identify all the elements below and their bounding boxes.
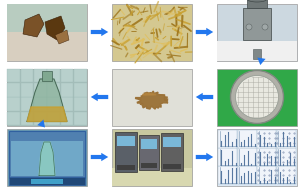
Polygon shape — [45, 16, 65, 40]
FancyArrowPatch shape — [196, 93, 213, 101]
Bar — [257, 130, 276, 148]
Bar — [163, 164, 181, 169]
Bar — [7, 97, 20, 111]
Bar — [60, 97, 73, 111]
Bar — [74, 69, 87, 82]
FancyArrowPatch shape — [196, 28, 213, 36]
Bar — [11, 140, 83, 176]
Bar — [7, 68, 87, 125]
Polygon shape — [23, 14, 44, 37]
FancyArrowPatch shape — [37, 120, 45, 128]
Bar — [21, 83, 33, 97]
Bar — [60, 69, 73, 82]
Bar — [47, 83, 60, 97]
Circle shape — [230, 70, 284, 123]
Polygon shape — [39, 142, 55, 176]
Bar — [47, 97, 60, 111]
Bar — [34, 97, 47, 111]
Bar — [277, 148, 296, 166]
Bar — [257, 167, 276, 184]
Polygon shape — [27, 107, 67, 122]
Bar — [74, 97, 87, 111]
FancyArrowPatch shape — [91, 93, 108, 101]
Polygon shape — [136, 91, 168, 109]
Bar — [161, 133, 183, 171]
Bar — [217, 4, 297, 60]
Polygon shape — [143, 93, 156, 95]
Bar — [117, 165, 135, 170]
Bar — [34, 69, 47, 82]
Bar — [217, 129, 297, 185]
Bar — [21, 112, 33, 125]
Bar — [74, 112, 87, 125]
Polygon shape — [55, 30, 69, 44]
Bar — [7, 4, 87, 32]
FancyArrowPatch shape — [91, 153, 108, 161]
Bar — [257, 148, 276, 166]
Circle shape — [262, 24, 268, 30]
Bar — [34, 83, 47, 97]
Bar — [7, 83, 20, 97]
Bar — [112, 4, 192, 60]
Bar — [139, 135, 159, 170]
Bar — [238, 148, 257, 166]
Bar — [117, 136, 135, 146]
Bar — [21, 97, 33, 111]
FancyArrowPatch shape — [91, 28, 108, 36]
Bar — [238, 130, 257, 148]
Bar — [112, 68, 192, 125]
Bar — [112, 129, 192, 185]
Bar — [60, 83, 73, 97]
Bar — [7, 129, 87, 185]
Bar — [277, 167, 296, 184]
Bar — [112, 168, 192, 185]
Bar — [247, 0, 267, 8]
Bar — [31, 178, 63, 184]
Bar — [42, 71, 52, 81]
Bar — [47, 69, 60, 82]
Ellipse shape — [247, 0, 267, 2]
Bar — [7, 69, 20, 82]
Bar — [60, 112, 73, 125]
Bar — [141, 139, 157, 149]
Bar — [217, 41, 297, 60]
Bar — [9, 177, 85, 184]
Bar — [163, 137, 181, 147]
Bar — [21, 69, 33, 82]
Bar — [253, 49, 261, 59]
Bar — [243, 8, 271, 40]
Bar — [218, 130, 237, 148]
Bar — [141, 163, 157, 167]
Bar — [218, 148, 237, 166]
Bar — [74, 83, 87, 97]
Bar — [9, 130, 85, 177]
Bar — [47, 112, 60, 125]
Circle shape — [246, 24, 252, 30]
Bar — [217, 68, 297, 125]
Bar — [218, 167, 237, 184]
Bar — [115, 132, 137, 172]
Bar — [34, 112, 47, 125]
Circle shape — [236, 75, 278, 119]
FancyArrowPatch shape — [196, 153, 213, 161]
Bar — [7, 112, 20, 125]
Bar — [238, 167, 257, 184]
Polygon shape — [27, 79, 67, 122]
Bar — [7, 4, 87, 60]
Bar — [277, 130, 296, 148]
Bar — [7, 32, 87, 60]
FancyArrowPatch shape — [257, 57, 266, 65]
